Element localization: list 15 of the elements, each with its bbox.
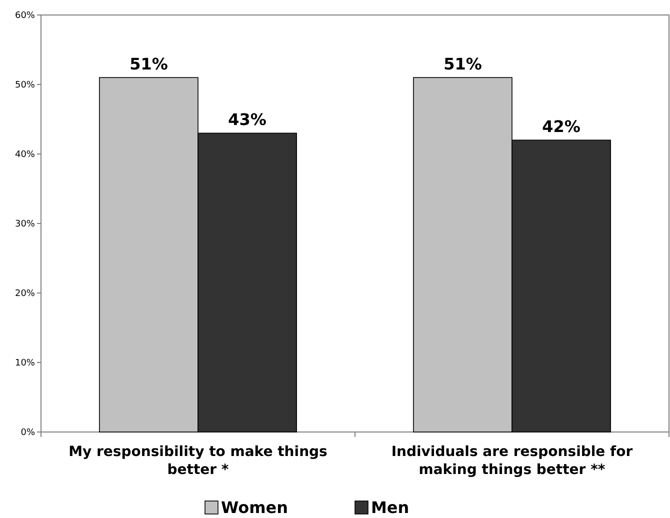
data-label: 42% [542, 117, 580, 136]
y-tick-label: 50% [14, 80, 36, 91]
y-tick-label: 20% [14, 289, 36, 300]
legend-label: Women [221, 498, 288, 517]
y-tick-label: 10% [14, 358, 36, 369]
y-tick-label: 0% [20, 428, 36, 438]
data-label: 51% [130, 54, 168, 74]
y-tick-label: 30% [14, 220, 36, 230]
data-label: 51% [444, 54, 482, 74]
y-tick-label: 40% [14, 150, 36, 160]
data-label: 43% [228, 110, 266, 130]
y-tick-label: 60% [14, 11, 36, 22]
x-tick-label: My responsibility to make things better * [68, 444, 328, 478]
x-tick-label: Individuals are responsible for making things better ** [391, 444, 633, 478]
legend-label: Men [371, 498, 410, 517]
